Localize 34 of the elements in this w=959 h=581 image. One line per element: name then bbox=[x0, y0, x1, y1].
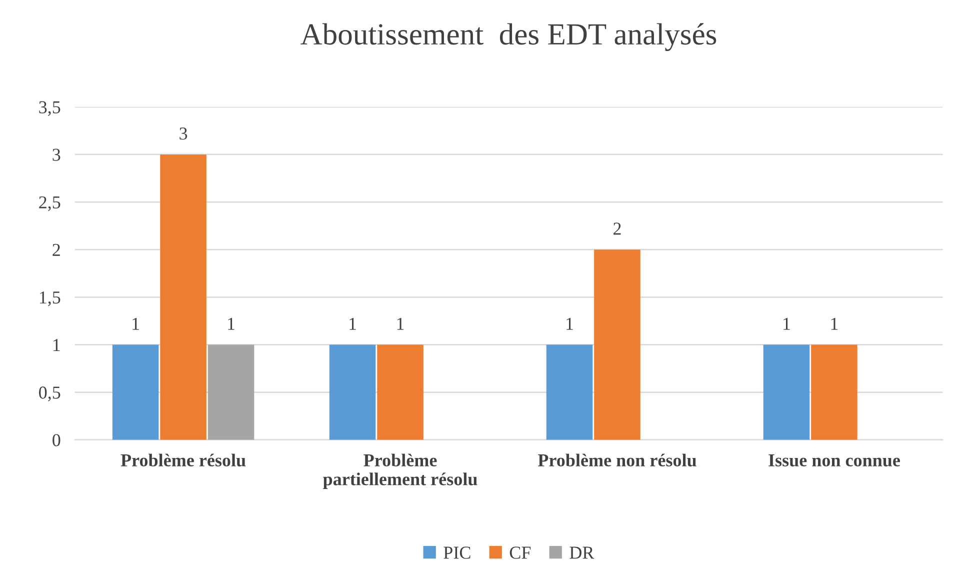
bar bbox=[112, 344, 159, 440]
data-label: 1 bbox=[350, 318, 356, 330]
data-label: 2 bbox=[614, 222, 621, 235]
y-tick-label: 0,5 bbox=[39, 386, 60, 402]
y-tick-label: 2,5 bbox=[39, 196, 60, 212]
y-tick-label: 1 bbox=[53, 339, 60, 351]
data-label: 1 bbox=[784, 318, 790, 330]
bar bbox=[208, 344, 254, 440]
x-tick-label: Issue non connue bbox=[768, 454, 900, 466]
x-tick-label: Problème partiellement résolu bbox=[323, 454, 478, 489]
bar bbox=[811, 344, 858, 440]
bar bbox=[160, 154, 206, 440]
chart-title: Aboutissement des EDT analysés bbox=[300, 23, 716, 51]
data-label: 1 bbox=[831, 318, 838, 330]
y-tick-label: 3,5 bbox=[39, 101, 60, 116]
y-tick-label: 0 bbox=[52, 434, 60, 446]
bar bbox=[377, 344, 424, 440]
bar bbox=[763, 344, 810, 440]
data-label: 1 bbox=[566, 318, 573, 330]
bar bbox=[546, 344, 593, 440]
legend-label: CF bbox=[510, 546, 531, 559]
x-tick-label: Problème résolu bbox=[120, 454, 246, 466]
bar bbox=[594, 250, 640, 440]
data-label: 1 bbox=[132, 318, 139, 330]
legend-label: PIC bbox=[444, 546, 470, 559]
y-tick-label: 2 bbox=[52, 244, 60, 256]
x-tick-label: Problème non résolu bbox=[538, 454, 696, 466]
y-tick-label: 3 bbox=[52, 148, 60, 161]
data-label: 1 bbox=[397, 318, 404, 330]
data-label: 1 bbox=[228, 318, 234, 330]
data-label: 3 bbox=[180, 128, 188, 140]
legend-label: DR bbox=[570, 546, 594, 559]
bar bbox=[329, 344, 376, 440]
y-tick-label: 1,5 bbox=[40, 291, 60, 306]
